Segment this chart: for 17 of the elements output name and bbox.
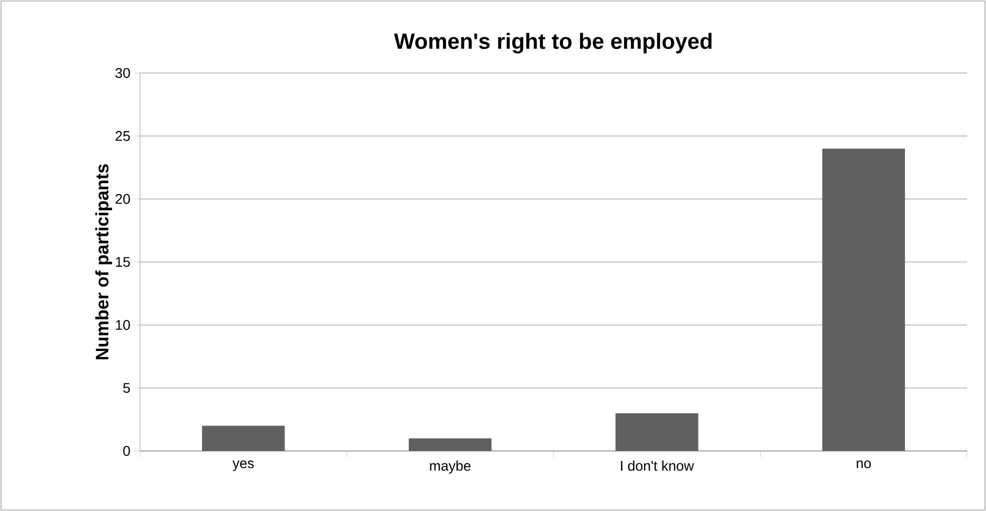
x-tick-label: no [856, 460, 871, 468]
bar [408, 438, 492, 451]
x-tick-label: maybe [430, 460, 471, 474]
x-tick-label: yes [232, 460, 254, 471]
y-tick-label: 10 [116, 320, 130, 330]
y-tick-label: 25 [116, 131, 130, 141]
y-tick-label: 20 [116, 194, 130, 204]
y-tick-label: 0 [123, 446, 130, 456]
bar [822, 148, 905, 451]
y-axis-title: Number of participants [95, 164, 112, 360]
y-tick-label: 5 [123, 383, 130, 393]
x-tick-label: I don't know [621, 460, 694, 471]
bar [202, 426, 285, 451]
chart-title: Women's right to be employed [394, 32, 712, 54]
bar [616, 413, 698, 451]
y-tick-label: 15 [116, 257, 130, 267]
y-tick-label: 30 [115, 68, 130, 78]
